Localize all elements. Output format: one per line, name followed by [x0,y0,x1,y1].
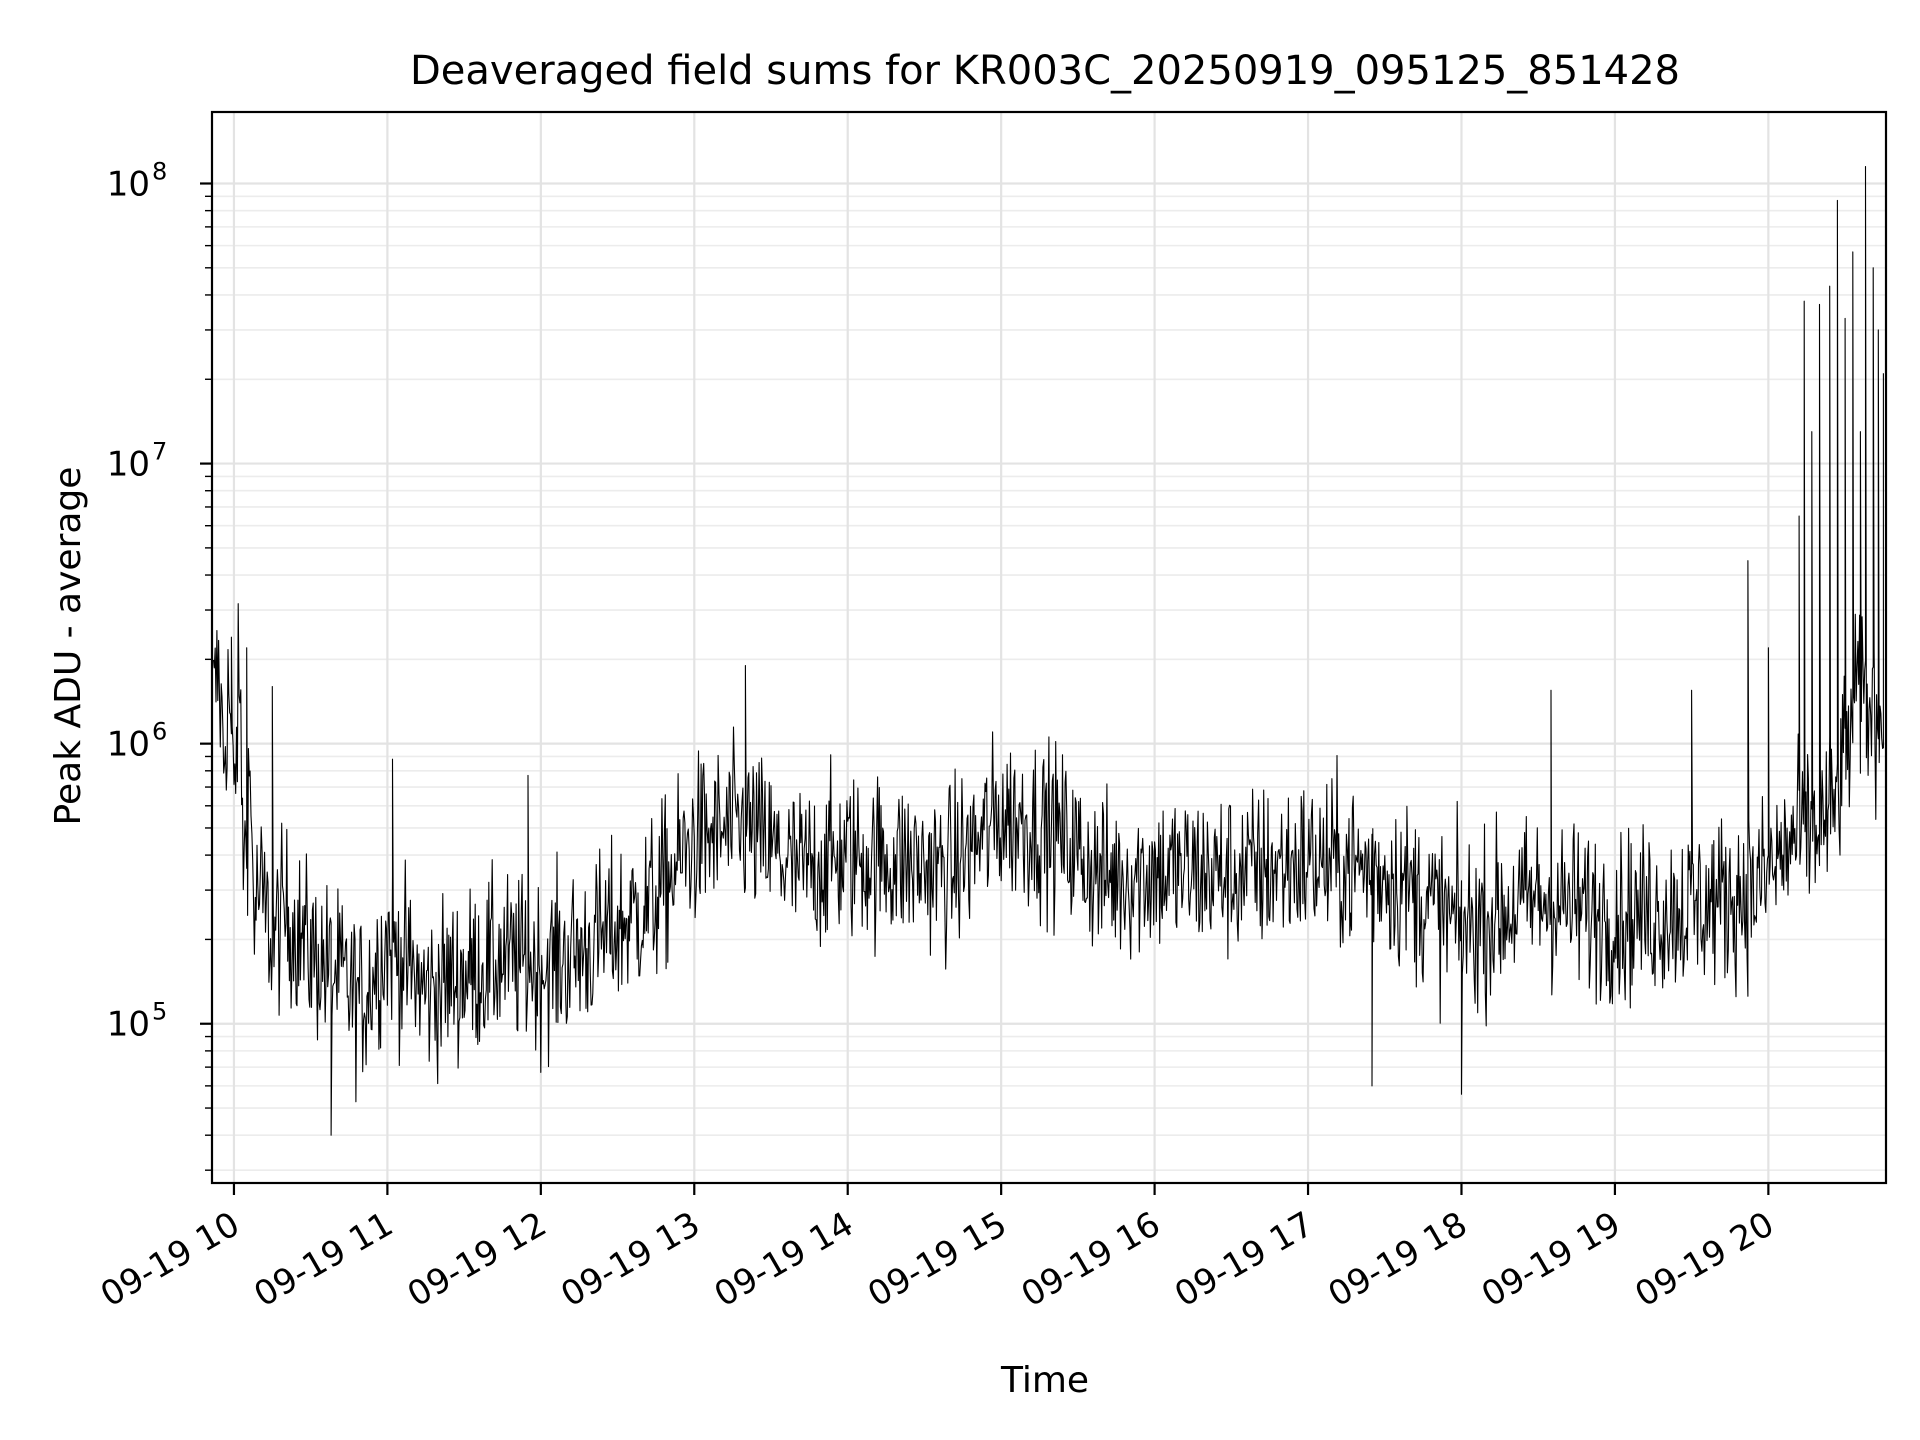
y-tick-label: 10 [107,164,150,204]
y-axis-label: Peak ADU - average [48,467,89,826]
series-layer [212,165,1884,1136]
y-tick-exponent: 6 [152,718,167,746]
y-tick-exponent: 8 [152,157,167,185]
y-tick-label: 10 [107,445,150,485]
y-tick-exponent: 5 [152,998,167,1026]
y-tick-exponent: 7 [152,438,167,466]
y-tick-label: 10 [107,1005,150,1045]
chart-title: Deaveraged field sums for KR003C_2025091… [410,48,1680,94]
y-tick-label: 10 [107,725,150,765]
series-line [212,165,1884,1136]
x-axis-label: Time [1000,1360,1089,1401]
plot-frame [210,110,1888,1185]
